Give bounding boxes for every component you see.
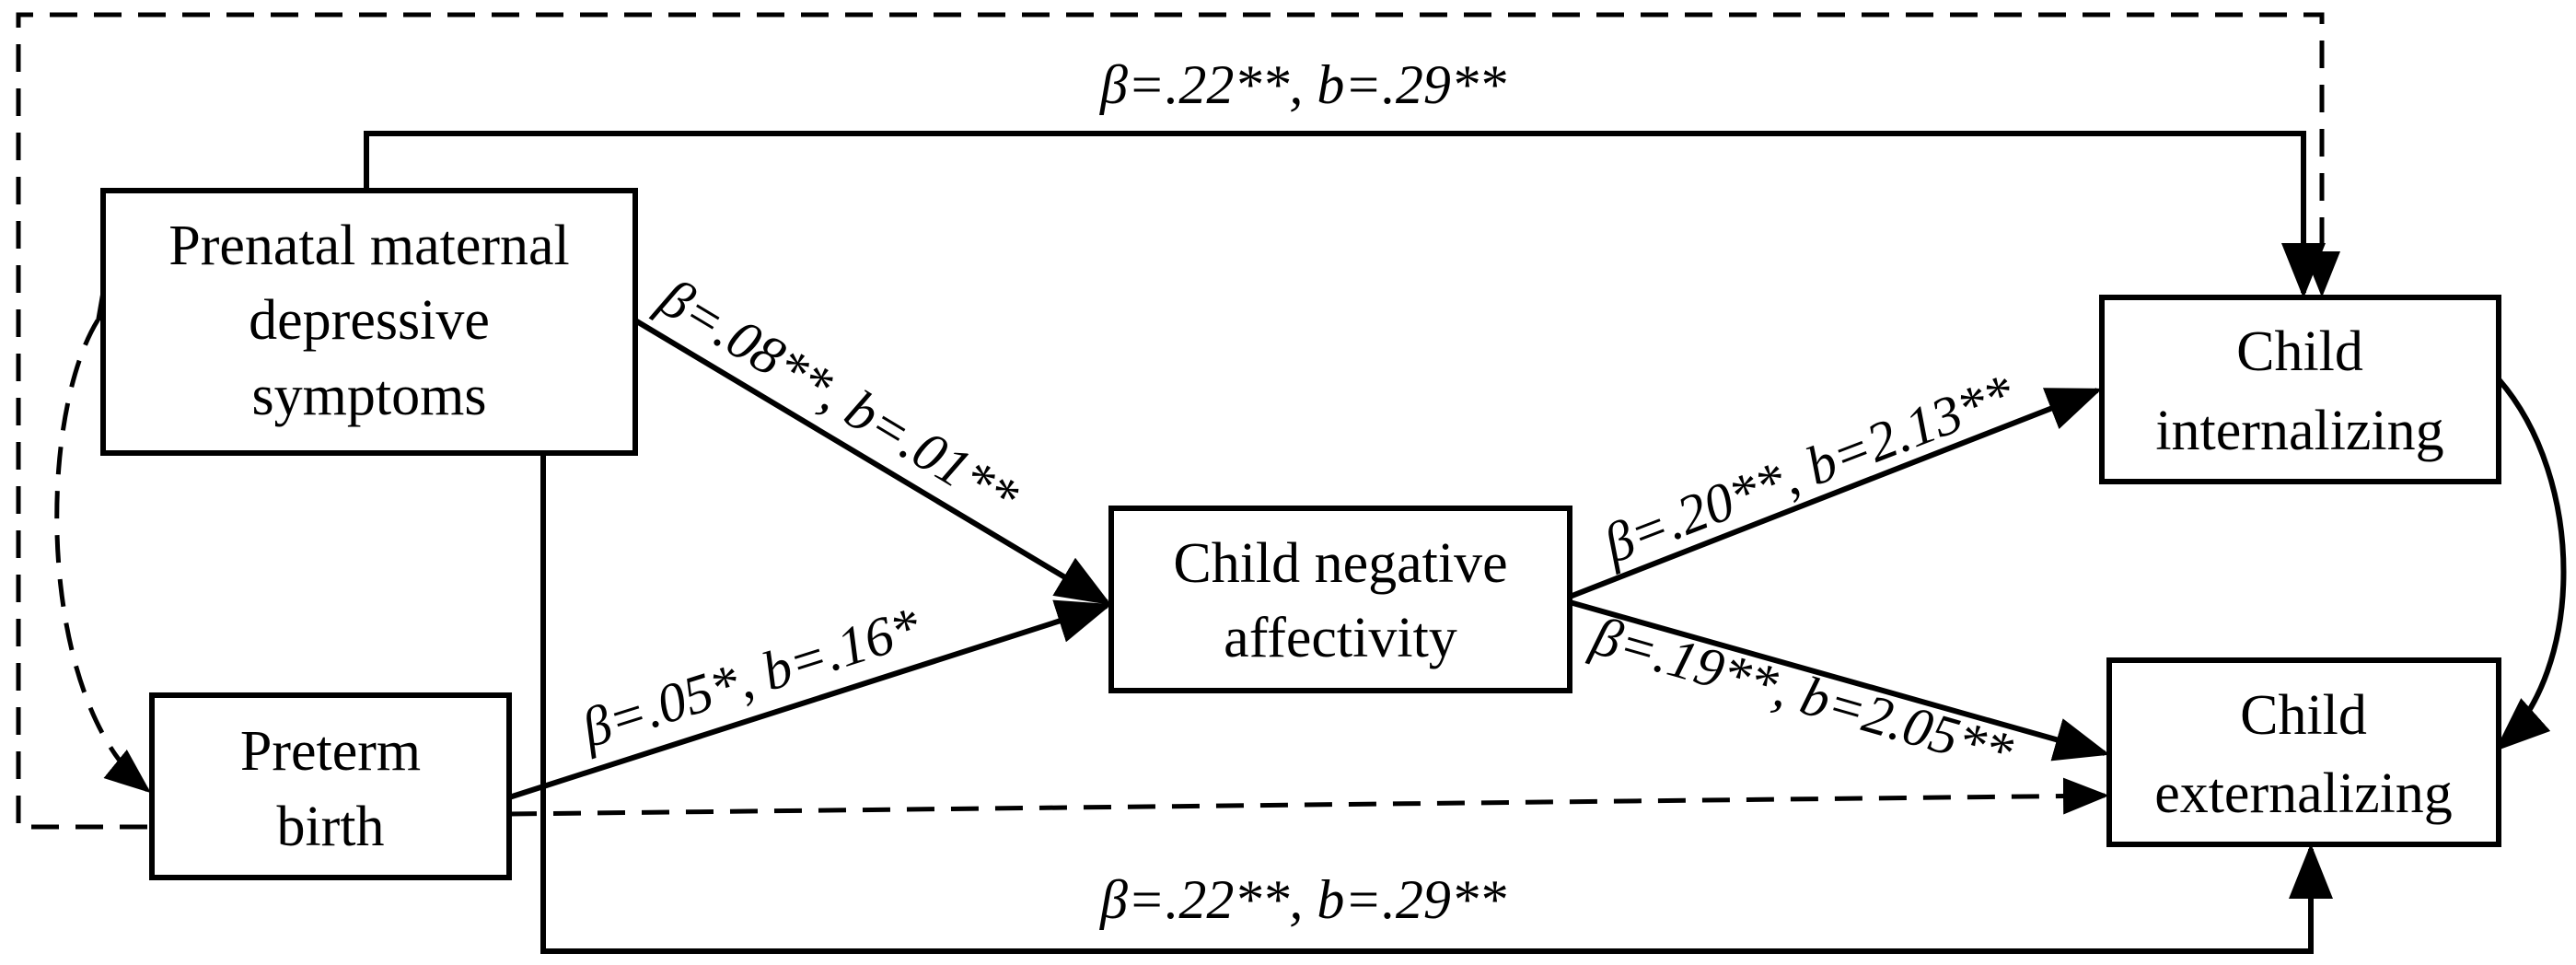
edge-negative-affectivity-to-externalizing <box>1569 599 2110 762</box>
edge-prenatal-to-externalizing <box>540 453 2333 954</box>
node-prenatal-maternal-depressive-symptoms: Prenatal maternal depressive symptoms <box>100 188 638 456</box>
node-child-negative-affectivity: Child negative affectivity <box>1108 506 1572 693</box>
node-prenatal-line-3: symptoms <box>252 365 487 427</box>
node-externalizing-line-2: externalizing <box>2154 762 2453 825</box>
node-child-externalizing: Child externalizing <box>2106 657 2501 847</box>
edge-prenatal-to-negative-affectivity <box>633 318 1112 606</box>
node-preterm-birth: Preterm birth <box>149 692 512 880</box>
node-internalizing-line-2: internalizing <box>2155 400 2443 462</box>
node-child-internalizing: Child internalizing <box>2099 295 2501 484</box>
label-prenatal-to-externalizing: β=.22**, b=.29** <box>1099 869 1506 930</box>
edge-prenatal-preterm-covariance <box>54 275 151 794</box>
edge-negative-affectivity-to-internalizing <box>1568 388 2103 599</box>
label-prenatal-to-internalizing: β=.22**, b=.29** <box>1099 54 1506 115</box>
node-internalizing-line-1: Child <box>2236 320 2363 383</box>
node-negative-affectivity-line-1: Child negative <box>1173 532 1507 595</box>
edge-preterm-to-negative-affectivity <box>508 599 1112 800</box>
label-negative-affectivity-to-externalizing: β=.19**, b=2.05** <box>1584 605 2019 784</box>
node-preterm-line-2: birth <box>276 796 384 858</box>
node-prenatal-line-1: Prenatal maternal <box>168 215 570 277</box>
edge-prenatal-to-internalizing <box>364 131 2326 298</box>
edge-internalizing-externalizing-covariance <box>2449 327 2567 752</box>
edge-preterm-to-externalizing <box>508 777 2109 817</box>
node-preterm-line-1: Preterm <box>240 720 421 783</box>
node-prenatal-line-2: depressive <box>249 289 490 352</box>
label-negative-affectivity-to-internalizing: β=.20**, b=2.13** <box>1595 363 2022 576</box>
edge-preterm-to-internalizing <box>16 12 2340 830</box>
label-prenatal-to-negative-affectivity: β=.08**, b=.01** <box>648 266 1028 528</box>
node-negative-affectivity-line-2: affectivity <box>1224 607 1457 669</box>
node-externalizing-line-1: Child <box>2240 684 2367 747</box>
